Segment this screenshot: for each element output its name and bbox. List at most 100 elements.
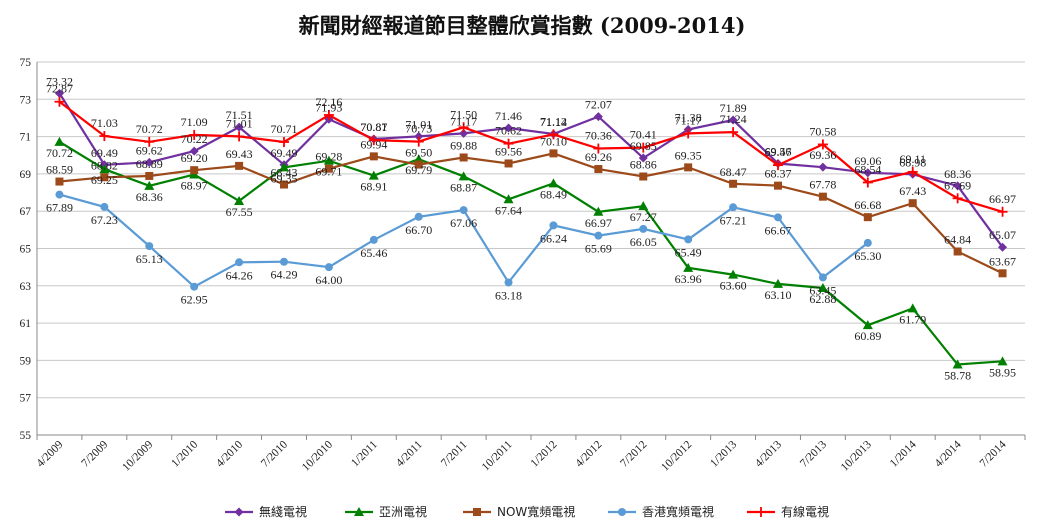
legend-label: 有線電視 — [781, 504, 829, 519]
data-label: 65.46 — [360, 246, 387, 260]
x-tick-label: 4/2014 — [933, 438, 964, 469]
data-label: 68.91 — [360, 180, 387, 194]
data-point — [638, 201, 649, 211]
data-label: 69.06 — [854, 154, 881, 168]
data-label: 71.93 — [315, 100, 342, 114]
legend: 無綫電視 亞洲電視 NOW寬頻電視 香港寬頻電視 有線電視 — [225, 504, 829, 519]
data-label: 69.50 — [405, 146, 432, 160]
data-label: 71.01 — [226, 116, 253, 130]
data-point — [99, 131, 110, 142]
data-point — [459, 206, 468, 215]
data-label: 71.03 — [91, 116, 118, 130]
legend-label: 無綫電視 — [259, 504, 307, 519]
data-label: 70.72 — [136, 122, 163, 136]
x-tick-label: 1/2012 — [528, 438, 559, 469]
data-label: 71.50 — [450, 107, 477, 121]
y-tick-label: 63 — [20, 281, 32, 293]
data-point — [817, 283, 828, 293]
data-point — [684, 235, 693, 244]
data-point — [369, 152, 378, 161]
x-tick-label: 10/2011 — [480, 438, 515, 473]
data-label: 72.07 — [585, 98, 612, 112]
data-point — [997, 356, 1008, 366]
data-label: 66.97 — [585, 216, 612, 230]
series-4 — [54, 96, 1008, 217]
data-label: 68.36 — [136, 190, 163, 204]
data-labels: 73.32 69.49 69.62 70.22 71.51 69.49 71.93 70.87… — [46, 74, 1016, 382]
x-tick-label: 10/2012 — [659, 438, 694, 473]
x-tick-label: 1/2010 — [169, 438, 200, 469]
data-label: 71.46 — [495, 109, 522, 123]
data-point — [862, 177, 873, 188]
data-point — [145, 242, 154, 251]
data-point — [55, 177, 64, 186]
data-label: 70.72 — [46, 146, 73, 160]
data-point — [818, 162, 828, 172]
data-point — [235, 258, 244, 267]
data-label: 71.14 — [540, 115, 567, 129]
data-label: 71.38 — [675, 111, 702, 125]
data-label: 63.67 — [989, 254, 1016, 268]
data-point — [729, 203, 738, 212]
data-point — [368, 170, 379, 180]
data-point — [323, 155, 334, 165]
data-label: 67.21 — [720, 213, 747, 227]
data-point — [368, 135, 379, 146]
data-point — [234, 507, 244, 517]
y-tick-label: 71 — [20, 132, 32, 144]
data-point — [504, 159, 513, 168]
data-label: 71.51 — [226, 108, 253, 122]
data-label: 67.89 — [46, 201, 73, 215]
x-tick-label: 7/2014 — [978, 438, 1009, 469]
series-2 — [55, 149, 1007, 278]
data-label: 68.43 — [271, 166, 298, 180]
data-point — [683, 128, 694, 139]
data-point — [818, 192, 827, 201]
data-label: 69.28 — [315, 150, 342, 164]
data-point — [190, 282, 199, 291]
data-point — [144, 136, 155, 147]
data-label: 69.94 — [360, 137, 387, 151]
data-label: 70.73 — [405, 122, 432, 136]
data-label: 60.89 — [854, 329, 881, 343]
data-label: 64.26 — [226, 268, 253, 282]
series-line — [58, 140, 1003, 366]
x-tick-label: 7/2012 — [618, 438, 649, 469]
data-label: 65.49 — [675, 245, 702, 259]
data-label: 63.10 — [765, 288, 792, 302]
data-label: 70.36 — [585, 129, 612, 143]
data-point — [639, 172, 648, 181]
data-point — [414, 131, 424, 141]
data-label: 69.71 — [315, 165, 342, 179]
data-point — [863, 213, 872, 222]
data-point — [189, 146, 199, 156]
data-label: 68.97 — [181, 178, 208, 192]
data-label: 68.47 — [720, 165, 747, 179]
data-label: 69.26 — [585, 150, 612, 164]
data-point — [863, 168, 873, 178]
data-label: 71.89 — [720, 101, 747, 115]
x-tick-label: 4/2012 — [573, 438, 604, 469]
x-tick-label: 10/2010 — [300, 438, 335, 473]
series-line — [59, 152, 1003, 275]
data-point — [414, 160, 423, 169]
data-label: 66.97 — [989, 192, 1016, 206]
data-point — [862, 320, 873, 330]
data-label: 65.13 — [136, 252, 163, 266]
legend-item-0: 無綫電視 — [225, 504, 307, 519]
data-label: 70.62 — [495, 124, 522, 138]
data-point — [503, 194, 514, 204]
data-point — [279, 137, 289, 148]
x-tick-label: 1/2014 — [888, 438, 919, 469]
data-point — [729, 179, 738, 188]
data-point — [728, 127, 739, 138]
data-point — [234, 122, 244, 132]
data-point — [907, 303, 918, 313]
y-tick-label: 69 — [20, 169, 32, 181]
data-label: 69.62 — [136, 143, 163, 157]
data-point — [548, 178, 559, 188]
legend-item-1: 亞洲電視 — [345, 504, 427, 519]
data-point — [279, 162, 289, 172]
data-label: 69.56 — [495, 144, 522, 158]
